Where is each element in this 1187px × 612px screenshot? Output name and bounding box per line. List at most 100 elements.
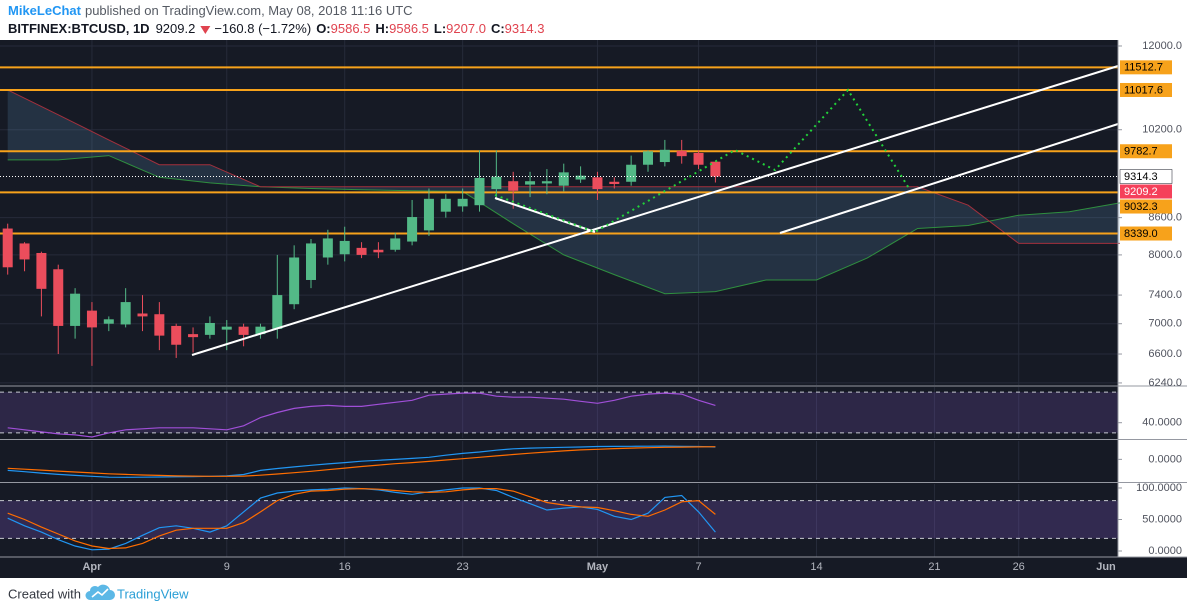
price-tag xyxy=(1120,184,1172,199)
price-tag xyxy=(1120,60,1172,75)
price-tag xyxy=(1120,199,1172,214)
x-tick-label: 23 xyxy=(457,561,469,573)
x-tick-label: Jun xyxy=(1096,561,1116,573)
y-tick-label: 6240.0 xyxy=(1148,377,1182,389)
candle-body xyxy=(541,181,552,184)
candle-body xyxy=(306,243,316,280)
y-tick-label: 8600.0 xyxy=(1148,212,1182,224)
candle-body xyxy=(373,249,384,253)
candle-body xyxy=(70,293,81,326)
candle-body xyxy=(558,172,569,186)
y-tick-label: 40.0000 xyxy=(1142,417,1182,429)
candle-body xyxy=(659,149,670,163)
y-tick-label: 8000.0 xyxy=(1148,249,1182,261)
indicator-line xyxy=(7,487,716,550)
symbol-line: BITFINEX:BTCUSD, 1D 9209.2 xyxy=(8,21,195,36)
y-tick-label: 0.0000 xyxy=(1148,545,1182,557)
symbol: BITFINEX:BTCUSD, 1D xyxy=(8,21,150,36)
price-tag-label: 11512.7 xyxy=(1124,62,1163,74)
candle-body xyxy=(508,181,519,191)
price-tag xyxy=(1119,169,1173,184)
x-tick-label: 9 xyxy=(224,561,230,573)
logo[interactable] xyxy=(85,584,116,600)
x-tick-label: 14 xyxy=(810,561,822,573)
high: 9586.5 xyxy=(389,21,429,36)
candle-body xyxy=(221,326,232,330)
candle-body xyxy=(188,334,199,338)
price-tag-label: 9032.3 xyxy=(1124,201,1158,213)
indicator-line xyxy=(7,446,716,477)
y-tick-label: 6600.0 xyxy=(1148,348,1182,360)
price-tag-label: 9314.3 xyxy=(1124,171,1158,183)
candle-body xyxy=(525,181,536,185)
candle-body xyxy=(491,176,502,190)
y-tick-label: 100.0000 xyxy=(1136,482,1182,494)
candle-body xyxy=(592,177,603,190)
candle-body xyxy=(423,198,434,231)
trend-line[interactable] xyxy=(494,197,596,233)
change: −160.8 (−1.72%) xyxy=(214,21,311,36)
candle-body xyxy=(322,238,333,258)
candle-body xyxy=(238,326,249,335)
indicator-line xyxy=(7,392,716,438)
low: 9207.0 xyxy=(446,21,486,36)
marks xyxy=(0,66,1120,551)
y-tick-label: 7000.0 xyxy=(1148,318,1182,330)
price-tag xyxy=(1120,82,1172,97)
price-tag-label: 9209.2 xyxy=(1124,186,1158,198)
candle-body xyxy=(137,313,148,317)
ohlc-line: −160.8 (−1.72%) O:9586.5 H:9586.5 L:9207.0 C… xyxy=(214,21,544,36)
price-tag-label: 9782.7 xyxy=(1124,146,1158,158)
y-tick-label: 0.0000 xyxy=(1148,453,1182,465)
price: 9209.2 xyxy=(156,21,196,36)
y-tick-label: 12000.0 xyxy=(1142,40,1182,52)
drawings xyxy=(191,65,1119,356)
candle-body xyxy=(272,295,283,329)
x-tick-label: Apr xyxy=(82,561,102,573)
candle-body xyxy=(255,326,266,335)
chart-background xyxy=(0,40,1118,578)
indicator-line xyxy=(7,445,716,478)
band-fill xyxy=(0,392,1118,433)
footer-background xyxy=(0,578,1187,612)
candle-body xyxy=(171,325,182,345)
price-tag-label: 8339.0 xyxy=(1124,228,1158,240)
grid xyxy=(0,40,1118,557)
y-tick-label: 10200.0 xyxy=(1142,124,1182,136)
candle-body xyxy=(474,177,485,206)
panel-separators xyxy=(0,40,1187,558)
x-tick-label: 21 xyxy=(928,561,940,573)
candle-body xyxy=(643,151,653,165)
candle-body xyxy=(440,198,451,212)
x-tick-label: 16 xyxy=(339,561,351,573)
candle-body xyxy=(103,319,114,324)
high-label: H: xyxy=(375,21,389,36)
trend-line[interactable] xyxy=(779,123,1119,234)
brand[interactable]: TradingView xyxy=(117,586,189,601)
price-tag xyxy=(1120,144,1172,159)
close-label: C: xyxy=(491,21,505,36)
candle-body xyxy=(53,269,64,326)
band-fill xyxy=(0,500,1118,539)
corner-background xyxy=(1118,557,1187,578)
candle-body xyxy=(390,238,401,250)
header-line: MikeLeChat published on TradingView.com, … xyxy=(8,3,413,18)
candle-body xyxy=(457,198,468,207)
published: published on TradingView.com, May 08, 20… xyxy=(85,3,413,18)
candle-body xyxy=(626,164,637,182)
x-tick-label: 7 xyxy=(695,561,701,573)
trend-line[interactable] xyxy=(191,65,1119,356)
open: 9586.5 xyxy=(331,21,371,36)
down-arrow xyxy=(200,26,211,34)
candle-body xyxy=(339,240,350,255)
header-background xyxy=(0,0,1187,40)
price-tag xyxy=(1120,226,1172,241)
candle-body xyxy=(289,257,300,305)
author[interactable]: MikeLeChat xyxy=(8,3,82,18)
y-tick-label: 50.0000 xyxy=(1142,513,1182,525)
price-tag-label: 11017.6 xyxy=(1124,84,1163,96)
candle-body xyxy=(154,314,165,336)
candle-body xyxy=(693,152,704,165)
candle-body xyxy=(36,252,47,289)
